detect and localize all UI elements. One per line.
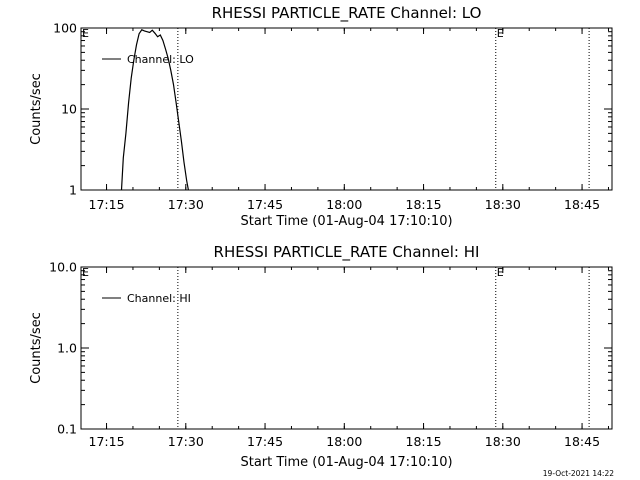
chart2-y-tick-label: 0.1 <box>57 422 77 437</box>
chart2-title: RHESSI PARTICLE_RATE Channel: HI <box>214 243 480 262</box>
chart1-event-marker-label: E <box>497 27 504 40</box>
chart1-event-marker-label: E <box>82 27 89 40</box>
chart1-legend-label: Channel: LO <box>127 53 194 66</box>
chart2-y-tick-label: 1.0 <box>57 341 77 356</box>
chart1-series-line <box>120 29 189 190</box>
chart2-x-tick-label: 17:45 <box>247 434 283 449</box>
chart2-x-tick-label: 17:15 <box>89 434 125 449</box>
chart2-event-marker-label: E <box>497 266 504 279</box>
chart2-x-axis-label: Start Time (01-Aug-04 17:10:10) <box>240 455 452 470</box>
chart1-y-tick-label: 100 <box>53 21 77 36</box>
chart1-x-tick-label: 17:30 <box>168 197 204 212</box>
chart1-x-tick-label: 18:45 <box>564 197 600 212</box>
chart1-x-tick-label: 18:30 <box>485 197 521 212</box>
chart2-x-tick-label: 18:00 <box>326 434 362 449</box>
chart2-event-marker-label: E <box>82 266 89 279</box>
chart1-x-tick-label: 17:45 <box>247 197 283 212</box>
chart2-x-tick-label: 18:15 <box>406 434 442 449</box>
chart1-y-tick-label: 1 <box>69 183 77 198</box>
chart2-x-tick-label: 17:30 <box>168 434 204 449</box>
chart2-legend-label: Channel: HI <box>127 292 191 305</box>
chart1-y-tick-label: 10 <box>61 102 77 117</box>
chart2-y-tick-label: 10.0 <box>49 260 77 275</box>
chart2-y-axis-label: Counts/sec <box>29 312 44 384</box>
chart1-x-tick-label: 17:15 <box>89 197 125 212</box>
chart1-y-axis-label: Counts/sec <box>29 73 44 145</box>
footer-timestamp: 19-Oct-2021 14:22 <box>543 469 614 478</box>
chart1-title: RHESSI PARTICLE_RATE Channel: LO <box>212 4 482 23</box>
chart2-x-tick-label: 18:30 <box>485 434 521 449</box>
chart2-x-tick-label: 18:45 <box>564 434 600 449</box>
chart1-x-tick-label: 18:00 <box>326 197 362 212</box>
chart1-x-axis-label: Start Time (01-Aug-04 17:10:10) <box>240 214 452 229</box>
chart1-x-tick-label: 18:15 <box>406 197 442 212</box>
